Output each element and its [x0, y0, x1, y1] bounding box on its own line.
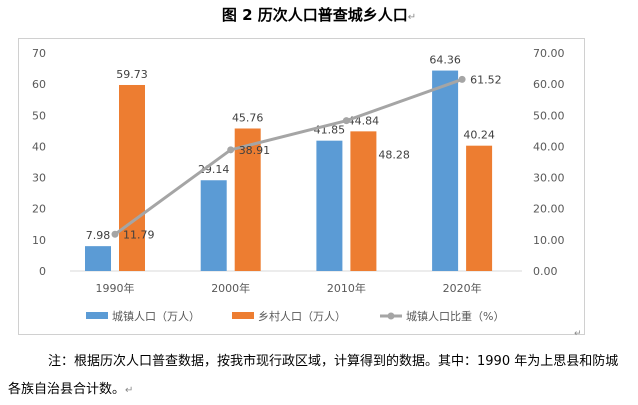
line-data-label: 11.79 — [123, 228, 155, 241]
bar-data-label: 64.36 — [429, 54, 461, 67]
bar-data-label: 40.24 — [463, 129, 495, 142]
bar-urban — [200, 180, 227, 271]
line-data-label: 38.91 — [239, 144, 271, 157]
y-tick-label: 40 — [32, 140, 46, 153]
bar-urban — [85, 246, 111, 271]
footnote: 注：根据历次人口普查数据，按我市现行政区域，计算得到的数据。其中：1990 年为… — [8, 354, 619, 397]
y-tick-label: 20 — [32, 203, 46, 216]
ratio-line — [114, 77, 463, 236]
y-tick-label: 30 — [32, 172, 46, 185]
legend-swatch — [232, 312, 254, 319]
y-tick-label: 0 — [39, 265, 46, 278]
chart: 0 10 20 30 40 50 60 70 0.00 10.00 20.00 30.00 40.00 5… — [32, 47, 582, 339]
y2-tick-label: 60.00 — [533, 78, 565, 91]
y2-tick-label: 20.00 — [533, 203, 565, 216]
y2-tick-label: 50.00 — [533, 109, 565, 122]
bar-rural — [234, 128, 261, 271]
y-tick-label: 60 — [32, 78, 46, 91]
x-tick-label: 2010年 — [327, 281, 366, 295]
ratio-point — [458, 75, 466, 83]
ratio-point — [227, 146, 235, 154]
x-tick-label: 1990年 — [96, 281, 135, 295]
ratio-point — [342, 117, 350, 125]
y-tick-label: 50 — [32, 109, 46, 122]
y-tick-label: 70 — [32, 47, 46, 60]
bar-data-label: 59.73 — [116, 68, 148, 81]
chart-frame — [18, 38, 585, 335]
y2-tick-label: 70.00 — [533, 47, 565, 60]
bar-data-label: 7.98 — [86, 229, 111, 242]
figure-title: 图 2 历次人口普查城乡人口↵ — [221, 6, 417, 24]
y2-tick-label: 0.00 — [533, 265, 558, 278]
paragraph-mark: ↵ — [574, 329, 582, 339]
line-data-label: 48.28 — [378, 149, 410, 162]
legend-marker — [387, 312, 395, 320]
x-tick-label: 2020年 — [443, 281, 482, 295]
legend-label: 城镇人口比重（%） — [406, 309, 504, 323]
legend-label: 乡村人口（万人） — [258, 309, 346, 323]
ratio-point — [111, 230, 119, 238]
y-tick-label: 10 — [32, 234, 46, 247]
x-tick-label: 2000年 — [211, 281, 250, 295]
bar-rural — [119, 84, 145, 272]
y2-tick-label: 10.00 — [533, 234, 565, 247]
bar-rural — [350, 131, 377, 271]
bar-data-label: 45.76 — [232, 111, 264, 124]
legend-swatch — [86, 312, 108, 319]
footnote-text: 注：根据历次人口普查数据，按我市现行政区域，计算得到的数据。其中：1990 年为… — [8, 354, 619, 397]
bar-rural — [466, 145, 493, 271]
line-data-label: 61.52 — [470, 73, 502, 86]
bar-data-label: 44.84 — [348, 114, 380, 127]
figure-title-text: 图 2 历次人口普查城乡人口 — [221, 6, 408, 24]
bar-urban — [316, 140, 343, 271]
legend-label: 城镇人口（万人） — [112, 309, 200, 323]
y2-tick-label: 40.00 — [533, 140, 565, 153]
y2-tick-label: 30.00 — [533, 172, 565, 185]
bar-urban — [432, 70, 459, 271]
